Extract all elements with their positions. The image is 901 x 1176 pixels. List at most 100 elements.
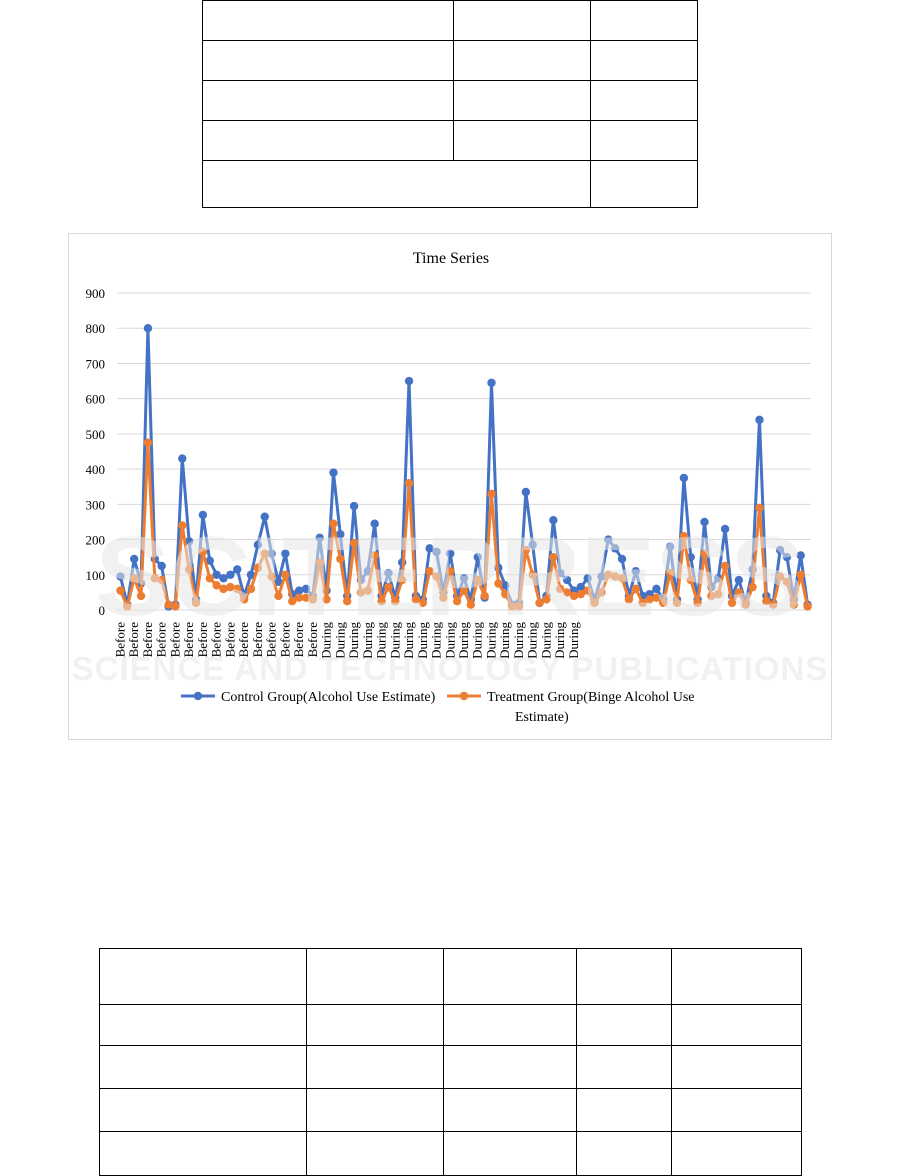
table-cell — [202, 40, 454, 81]
treatment-data-point — [226, 582, 235, 592]
treatment-data-point — [391, 596, 400, 606]
table-cell — [202, 120, 454, 161]
table-cell — [670, 1088, 803, 1132]
x-tick-label: Before — [250, 622, 265, 658]
treatment-data-point — [274, 591, 283, 601]
control-data-point — [755, 415, 764, 424]
control-data-point — [720, 524, 730, 534]
x-tick-label: Before — [264, 622, 279, 658]
table-cell — [452, 40, 592, 81]
treatment-data-point — [555, 584, 565, 594]
treatment-data-point — [549, 552, 558, 562]
treatment-data-point — [342, 596, 352, 606]
treatment-data-point — [569, 591, 579, 601]
table-cell — [590, 0, 698, 41]
table-cell — [576, 948, 672, 1005]
x-tick-label: During — [415, 622, 430, 659]
x-tick-label: Before — [154, 622, 169, 658]
control-data-point — [604, 535, 613, 544]
treatment-data-point — [748, 582, 757, 592]
control-data-point — [116, 572, 125, 581]
y-tick-label: 900 — [86, 286, 106, 301]
control-data-point — [178, 454, 187, 463]
treatment-data-point — [762, 596, 771, 606]
control-data-point — [576, 582, 586, 592]
treatment-data-point — [425, 567, 434, 576]
treatment-data-point — [796, 570, 805, 579]
treatment-data-point — [356, 588, 366, 597]
y-tick-label: 800 — [86, 321, 106, 336]
control-data-point — [212, 570, 221, 579]
control-data-point — [652, 584, 661, 594]
table-cell — [202, 80, 454, 121]
control-data-point — [617, 554, 627, 564]
treatment-data-point — [150, 574, 159, 583]
treatment-data-point — [638, 598, 647, 608]
treatment-data-point — [459, 586, 469, 595]
treatment-data-point — [178, 521, 187, 530]
y-tick-label: 600 — [86, 392, 106, 407]
treatment-data-point — [507, 602, 517, 611]
treatment-data-point — [672, 598, 682, 608]
treatment-data-point — [198, 547, 208, 557]
control-data-point — [665, 542, 675, 551]
table-cell — [99, 1004, 307, 1046]
x-tick-label: Before — [277, 622, 292, 658]
treatment-data-point — [329, 519, 338, 528]
bottom-table — [99, 948, 803, 1176]
treatment-data-point — [136, 591, 146, 601]
legend-swatch-marker — [459, 691, 469, 701]
x-tick-label: Before — [209, 622, 224, 658]
x-tick-label: Before — [222, 622, 237, 658]
treatment-data-point — [432, 572, 441, 581]
control-data-point — [226, 570, 235, 579]
control-data-point — [425, 544, 434, 553]
table-row — [202, 40, 698, 81]
treatment-data-point — [191, 598, 201, 608]
control-data-point — [205, 556, 214, 565]
treatment-data-point — [576, 589, 586, 599]
table-cell — [99, 1131, 307, 1176]
treatment-data-point — [143, 438, 153, 447]
table-row — [202, 0, 698, 41]
treatment-data-point — [562, 588, 572, 597]
x-tick-label: Before — [140, 622, 155, 658]
control-data-point — [610, 544, 620, 553]
treatment-data-point — [446, 567, 455, 576]
treatment-data-point — [370, 551, 379, 560]
treatment-data-point — [288, 596, 297, 606]
treatment-data-point — [473, 575, 482, 585]
table-cell — [443, 1045, 578, 1089]
x-tick-label: During — [374, 622, 389, 659]
x-tick-label: Before — [305, 622, 320, 658]
treatment-data-point — [253, 563, 263, 572]
treatment-data-point — [514, 602, 524, 611]
x-tick-label: Before — [236, 622, 251, 658]
table-row — [201, 160, 698, 208]
treatment-data-point — [129, 574, 139, 583]
x-tick-label: During — [332, 622, 347, 659]
treatment-data-point — [714, 589, 723, 599]
treatment-data-point — [466, 600, 476, 609]
treatment-data-point — [281, 570, 290, 579]
control-data-point — [446, 549, 455, 558]
control-data-point — [597, 572, 606, 581]
control-data-point — [184, 537, 194, 546]
y-tick-label: 0 — [99, 603, 106, 618]
y-tick-label: 700 — [86, 356, 106, 371]
table-row — [99, 1131, 803, 1176]
x-tick-label: During — [429, 622, 444, 659]
table-row — [202, 80, 698, 121]
treatment-data-point — [349, 538, 359, 548]
control-data-point — [782, 552, 792, 562]
control-data-point — [562, 575, 572, 585]
treatment-data-point — [246, 584, 256, 594]
x-tick-label: During — [566, 622, 581, 659]
treatment-data-point — [542, 595, 551, 604]
treatment-data-point — [727, 598, 737, 608]
treatment-data-point — [631, 584, 640, 594]
treatment-data-point — [789, 600, 799, 609]
treatment-data-point — [665, 568, 675, 578]
control-data-point — [143, 324, 153, 333]
table-cell — [99, 1088, 307, 1132]
